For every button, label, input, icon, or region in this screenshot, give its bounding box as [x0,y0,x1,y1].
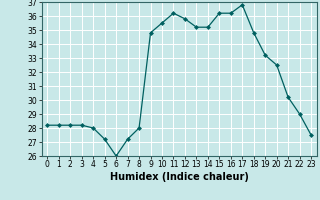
X-axis label: Humidex (Indice chaleur): Humidex (Indice chaleur) [110,172,249,182]
